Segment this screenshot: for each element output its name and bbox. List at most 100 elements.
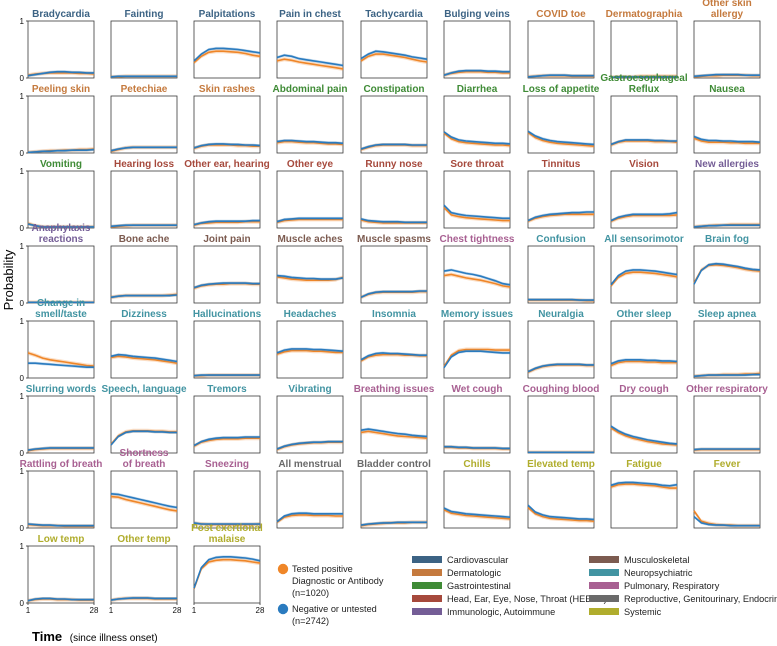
symptom-panel: COVID toe bbox=[527, 9, 595, 79]
positive-line bbox=[443, 206, 510, 222]
symptom-panel: Joint pain bbox=[193, 234, 261, 304]
x-axis-label-sub: (since illness onset) bbox=[70, 633, 158, 644]
panel-title-line: Dry cough bbox=[619, 384, 668, 395]
panel-title-line: Coughing blood bbox=[523, 384, 600, 395]
panel-frame bbox=[443, 395, 511, 454]
negative-line bbox=[444, 445, 510, 450]
panel-title-line: Muscle spasms bbox=[357, 234, 431, 245]
symptom-panel: Other temp 1 28 bbox=[109, 534, 182, 615]
panel-frame bbox=[610, 95, 678, 154]
panel-title-line: Palpitations bbox=[199, 9, 256, 20]
panel-title: All menstrual bbox=[278, 459, 342, 470]
symptom-panel: Fever bbox=[693, 459, 761, 529]
panel-frame bbox=[110, 470, 178, 529]
positive-line bbox=[193, 50, 261, 64]
positive-line bbox=[610, 483, 677, 489]
panel-title: Other temp bbox=[117, 534, 170, 545]
symptom-panel: Other ear, hearing bbox=[184, 159, 270, 229]
panel-title: Hearing loss bbox=[114, 159, 174, 170]
panel-title: Post exertional malaise bbox=[191, 523, 263, 545]
negative-line bbox=[193, 47, 261, 62]
panel-title-line: Rattling of breath bbox=[20, 459, 103, 470]
negative-line bbox=[693, 135, 761, 143]
panel-title: Speech, language bbox=[101, 384, 186, 395]
y-tick-label: 0 bbox=[20, 224, 25, 233]
legend-positive-sub: Diagnostic or Antibody bbox=[292, 576, 384, 586]
y-tick-label: 1 bbox=[20, 467, 25, 476]
panel-title: Anaphylaxis reactions bbox=[32, 223, 91, 245]
panel-title-line: Other eye bbox=[287, 159, 334, 170]
symptom-panel: Vibrating bbox=[276, 384, 344, 454]
x-tick-label: 28 bbox=[90, 606, 99, 615]
negative-line bbox=[693, 73, 760, 78]
symptom-panel: Insomnia bbox=[360, 309, 428, 379]
symptom-panel: Muscle spasms bbox=[357, 234, 431, 304]
legend-category-label: Head, Ear, Eye, Nose, Throat (HEENT) bbox=[447, 594, 607, 604]
panel-title-line: Other sleep bbox=[616, 309, 671, 320]
panel-title-line: Pain in chest bbox=[279, 9, 341, 20]
negative-line bbox=[610, 76, 677, 79]
panel-title-line: Confusion bbox=[536, 234, 585, 245]
negative-line bbox=[693, 373, 760, 378]
panel-title-line: Skin rashes bbox=[199, 84, 256, 95]
symptom-panel: Gastroesophageal Reflux bbox=[600, 73, 688, 154]
panel-title: Other respiratory bbox=[686, 384, 768, 395]
symptom-panel: Chills bbox=[443, 459, 511, 529]
panel-title-line: Reflux bbox=[629, 84, 660, 95]
panel-title: Abdominal pain bbox=[273, 84, 348, 95]
legend-positive-n: (n=1020) bbox=[292, 588, 329, 598]
panel-frame bbox=[276, 470, 344, 529]
negative-line bbox=[193, 282, 260, 289]
legend-category-label: Dermatologic bbox=[447, 568, 502, 578]
panel-frame bbox=[360, 470, 428, 529]
positive-ci-band bbox=[194, 557, 260, 591]
symptom-panel: Hearing loss bbox=[110, 159, 178, 229]
panel-frame bbox=[110, 545, 178, 604]
y-tick-label: 0 bbox=[20, 74, 25, 83]
panel-title: Rattling of breath bbox=[20, 459, 103, 470]
panel-title-line: Bone ache bbox=[119, 234, 170, 245]
panel-frame bbox=[276, 245, 344, 304]
x-tick-label: 1 bbox=[109, 606, 114, 615]
negative-line bbox=[110, 430, 177, 446]
panel-title-line: Fatigue bbox=[626, 459, 662, 470]
y-tick-label: 0 bbox=[20, 374, 25, 383]
y-tick-label: 0 bbox=[20, 449, 25, 458]
symptom-panel: Peeling skin 1 0 bbox=[20, 84, 95, 158]
negative-line bbox=[360, 521, 427, 526]
panel-title-line: Vision bbox=[629, 159, 659, 170]
panel-frame bbox=[27, 95, 95, 154]
panel-title: Sore throat bbox=[450, 159, 504, 170]
symptom-panel: Elevated temp bbox=[527, 459, 595, 529]
panel-frame bbox=[110, 395, 178, 454]
negative-line bbox=[276, 348, 344, 354]
symptom-panel: Pain in chest bbox=[276, 9, 344, 79]
symptom-panel: Other eye bbox=[276, 159, 344, 229]
symptom-panel: Petechiae bbox=[110, 84, 178, 154]
negative-line bbox=[610, 211, 678, 222]
positive-line bbox=[610, 214, 678, 222]
legend-category-label: Gastrointestinal bbox=[447, 581, 511, 591]
panel-title: Bladder control bbox=[357, 459, 431, 470]
symptom-panel: Sleep apnea bbox=[693, 309, 761, 379]
x-axis-label-main: Time bbox=[32, 629, 62, 644]
symptom-panel: Speech, language bbox=[101, 384, 187, 454]
panel-title: Change in smell/taste bbox=[35, 298, 87, 320]
negative-line bbox=[610, 139, 677, 146]
panel-title-line: Headaches bbox=[284, 309, 337, 320]
symptom-panel: Memory issues bbox=[441, 309, 514, 379]
panel-title-line: Other skin bbox=[702, 0, 751, 9]
panel-title-line: Tremors bbox=[207, 384, 247, 395]
panel-title: Low temp bbox=[38, 534, 85, 545]
symptom-panel: Hallucinations bbox=[193, 309, 262, 379]
panel-title: Breathing issues bbox=[354, 384, 435, 395]
negative-ci-band bbox=[277, 440, 343, 451]
panel-frame bbox=[27, 545, 95, 604]
negative-line bbox=[693, 448, 760, 451]
legend-positive-label: Tested positive bbox=[292, 564, 353, 574]
panel-frame bbox=[443, 245, 511, 304]
x-axis-label: Time (since illness onset) bbox=[32, 629, 158, 644]
panel-title-line: Wet cough bbox=[452, 384, 503, 395]
positive-line bbox=[610, 360, 677, 367]
